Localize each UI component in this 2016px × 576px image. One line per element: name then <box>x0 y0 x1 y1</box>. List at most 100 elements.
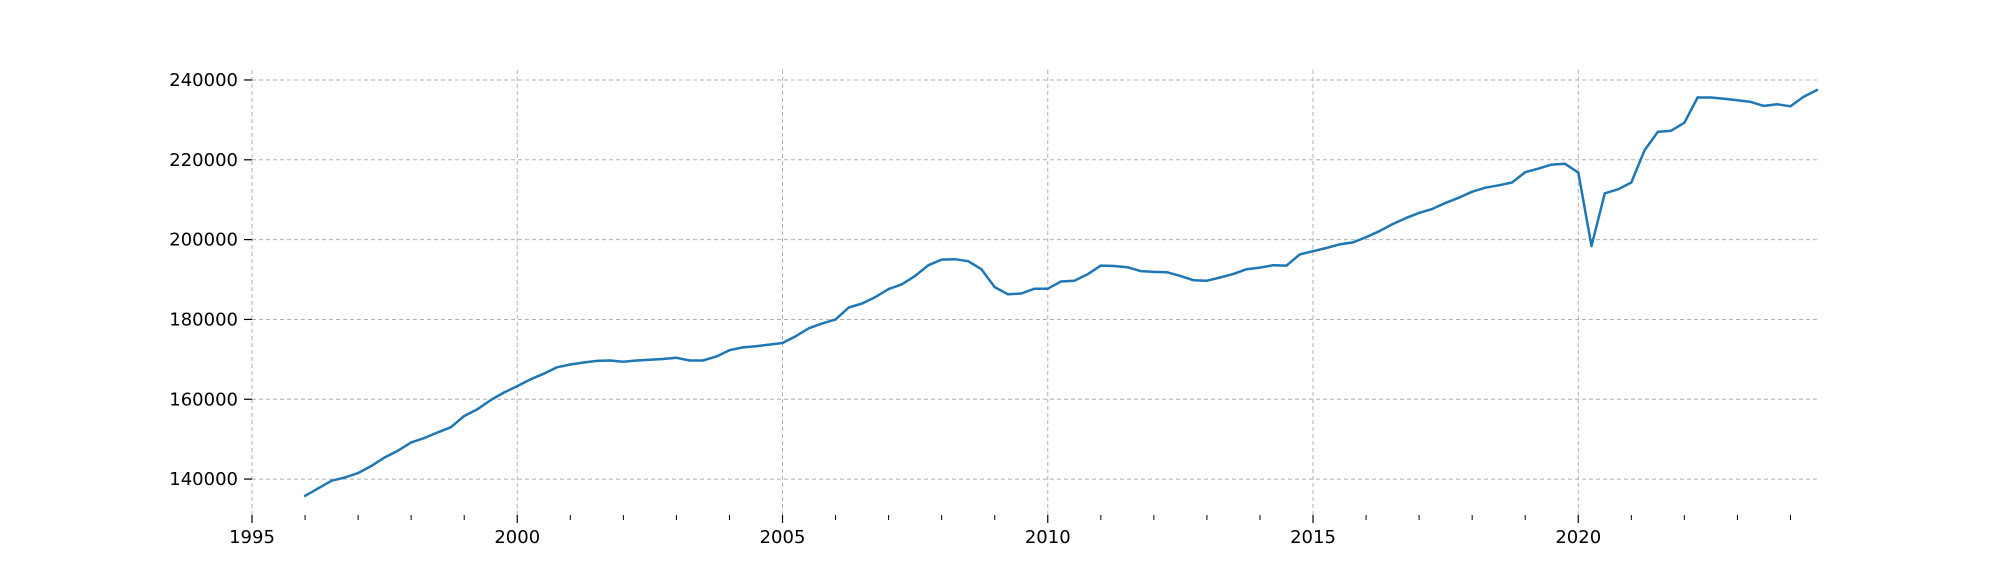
data-point <box>1524 171 1527 174</box>
data-point <box>1537 167 1540 170</box>
x-tick-label: 2000 <box>494 527 540 548</box>
data-point <box>1709 96 1713 99</box>
data-point <box>913 274 917 278</box>
data-point <box>1749 100 1752 104</box>
data-point <box>715 355 718 358</box>
data-point <box>1219 276 1222 279</box>
y-tick-label: 240000 <box>169 70 238 91</box>
data-point <box>1099 264 1103 267</box>
data-point <box>768 343 771 346</box>
data-point <box>1404 216 1408 220</box>
data-point <box>754 345 758 348</box>
data-point <box>303 494 307 497</box>
series-group <box>303 88 1819 498</box>
x-tick-label: 2015 <box>1290 527 1336 548</box>
data-point <box>1696 96 1699 99</box>
data-point <box>1364 236 1368 239</box>
x-axis: 1995 2000 2005 2010 2015 2020 <box>229 515 1601 548</box>
data-point <box>1205 279 1209 282</box>
data-point <box>807 327 811 330</box>
x-minor-ticks <box>304 515 1791 520</box>
data-point <box>1815 88 1819 92</box>
data-point <box>993 285 996 289</box>
data-point <box>343 476 346 479</box>
x-tick-label: 2020 <box>1555 527 1601 548</box>
data-point <box>582 361 585 364</box>
x-tick-label: 2005 <box>760 527 806 548</box>
data-point <box>1258 266 1262 269</box>
data-point <box>648 358 652 361</box>
y-tick-label: 200000 <box>169 230 238 251</box>
data-point <box>396 449 400 452</box>
data-point <box>463 414 466 418</box>
data-point <box>1020 292 1023 295</box>
y-tick-label: 180000 <box>169 309 238 330</box>
data-point <box>1152 270 1156 274</box>
data-point <box>1245 268 1248 271</box>
data-point <box>1510 181 1514 184</box>
data-point <box>502 391 506 394</box>
data-point <box>1033 287 1036 290</box>
data-point <box>595 359 598 363</box>
data-point <box>555 366 559 369</box>
data-point <box>1762 104 1766 108</box>
data-point <box>1723 97 1726 100</box>
data-point <box>1656 130 1660 134</box>
data-point <box>410 441 413 444</box>
data-point <box>860 302 864 305</box>
data-point <box>608 359 612 362</box>
data-point <box>449 426 453 429</box>
data-point <box>1285 264 1288 267</box>
data-point <box>423 436 426 440</box>
data-point <box>635 359 638 362</box>
data-point <box>542 372 545 375</box>
data-point <box>741 346 744 349</box>
data-point <box>1431 207 1434 211</box>
data-point <box>1351 241 1355 244</box>
data-point <box>1165 271 1169 274</box>
series-line-0 <box>303 88 1819 498</box>
data-point <box>1192 279 1195 282</box>
data-point <box>356 471 360 475</box>
data-point <box>1577 171 1580 174</box>
y-tick-label: 140000 <box>169 469 238 490</box>
data-point <box>1563 162 1567 165</box>
data-point <box>1126 266 1129 269</box>
data-point <box>794 335 797 338</box>
data-point <box>887 287 890 291</box>
data-point <box>1338 243 1341 246</box>
data-point <box>1497 184 1500 187</box>
data-point <box>953 258 957 261</box>
data-point <box>1391 222 1394 226</box>
data-point <box>317 487 320 490</box>
x-tick-label: 2010 <box>1025 527 1071 548</box>
data-point <box>874 295 877 299</box>
data-point <box>1471 190 1474 193</box>
data-point <box>330 479 333 482</box>
data-point <box>1550 163 1553 166</box>
data-point <box>1232 272 1235 276</box>
data-point <box>781 341 784 345</box>
data-point <box>927 264 930 267</box>
data-point <box>1789 105 1792 108</box>
data-point <box>821 322 824 325</box>
data-point <box>661 357 665 361</box>
data-point <box>1669 129 1673 132</box>
data-point <box>516 384 519 388</box>
data-point <box>1298 253 1302 256</box>
data-point <box>1417 211 1421 215</box>
data-point <box>1457 196 1461 199</box>
data-point <box>1272 264 1275 267</box>
data-point <box>622 360 625 363</box>
data-point <box>476 408 479 411</box>
data-point <box>900 283 904 286</box>
data-point <box>1630 181 1633 184</box>
y-tick-label: 220000 <box>169 150 238 171</box>
data-point <box>1603 192 1607 195</box>
data-point <box>675 356 678 359</box>
data-point <box>847 306 850 309</box>
data-point <box>1006 293 1010 296</box>
x-tick-label: 1995 <box>229 527 275 548</box>
x-gridlines <box>251 70 1579 515</box>
